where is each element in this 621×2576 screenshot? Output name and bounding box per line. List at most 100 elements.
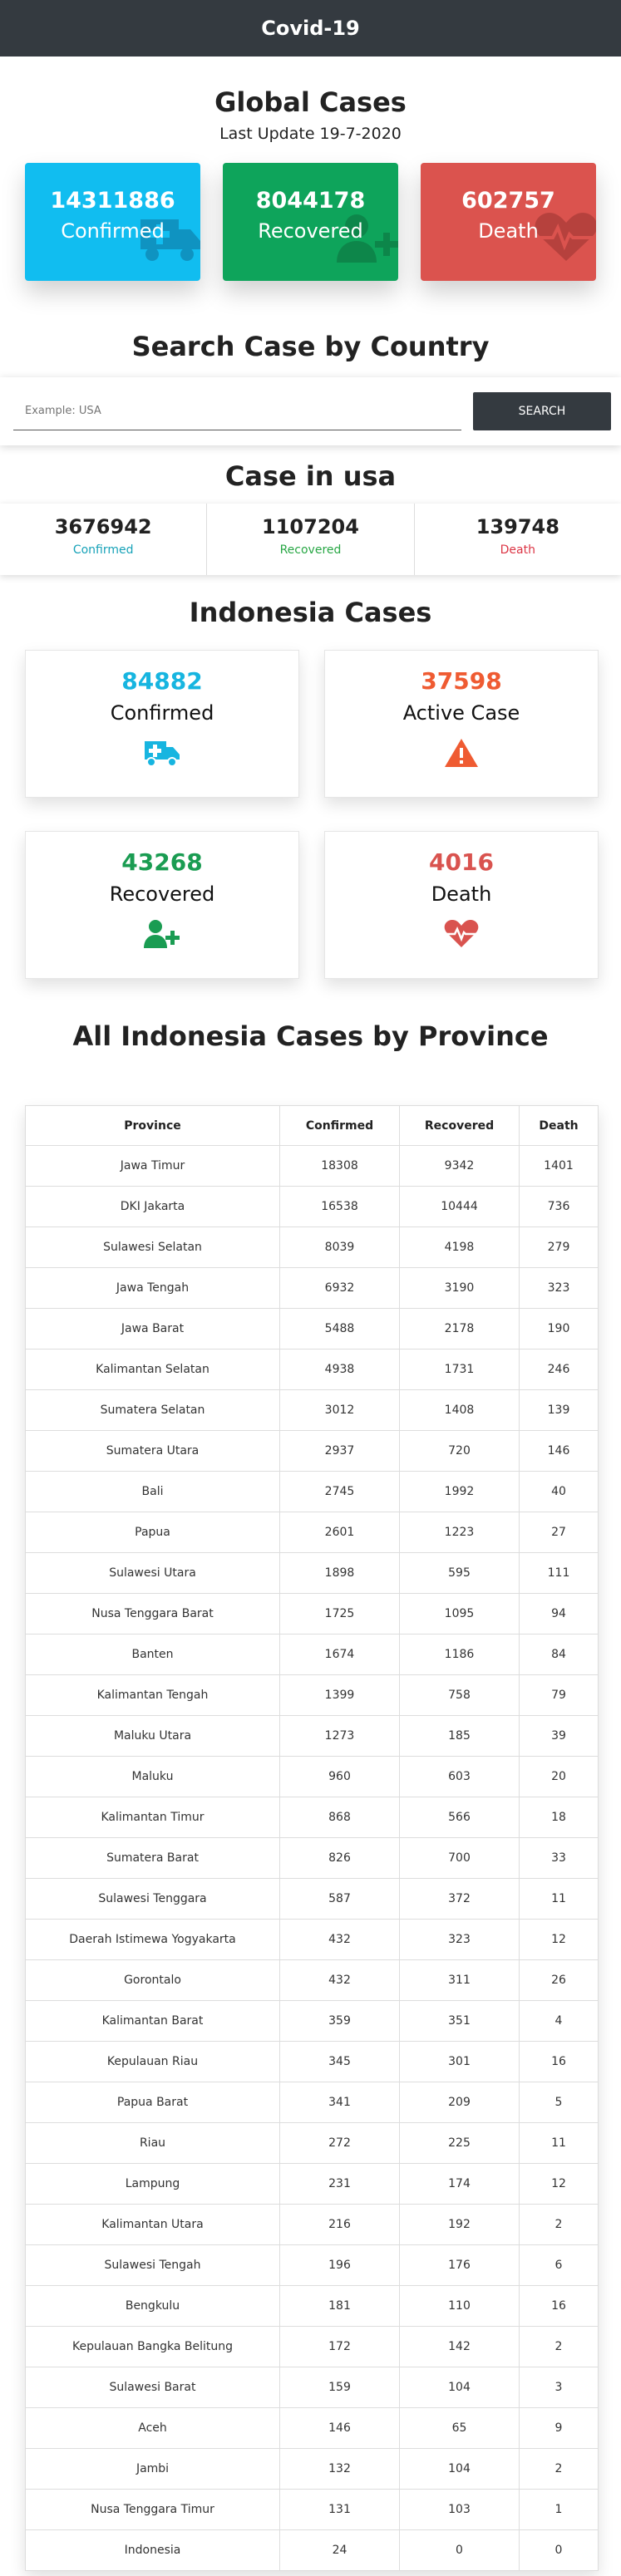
province-cell: Kalimantan Selatan <box>25 1349 280 1390</box>
recovered-cell: 185 <box>399 1715 520 1757</box>
confirmed-cell: 432 <box>279 1959 400 2001</box>
recovered-cell: 225 <box>399 2122 520 2164</box>
search-section: Search Case by Country SEARCH <box>0 331 621 445</box>
indonesia-recovered-value: 43268 <box>121 848 203 876</box>
usa-confirmed-value: 3676942 <box>54 515 152 538</box>
table-row: Kalimantan Timur 868 566 18 <box>25 1797 599 1838</box>
province-cell: Sumatera Utara <box>25 1430 280 1472</box>
table-row: Jawa Tengah 6932 3190 323 <box>25 1267 599 1309</box>
province-cell: Sumatera Selatan <box>25 1389 280 1431</box>
confirmed-cell: 16538 <box>279 1186 400 1227</box>
confirmed-cell: 345 <box>279 2041 400 2082</box>
death-cell: 11 <box>519 1878 599 1920</box>
death-cell: 20 <box>519 1756 599 1797</box>
confirmed-cell: 24 <box>279 2529 400 2571</box>
confirmed-cell: 341 <box>279 2082 400 2123</box>
indonesia-confirmed-value: 84882 <box>121 667 203 695</box>
confirmed-cell: 6932 <box>279 1267 400 1309</box>
table-row: Sumatera Barat 826 700 33 <box>25 1837 599 1879</box>
indonesia-confirmed-card: 84882 Confirmed <box>25 650 299 798</box>
death-cell: 323 <box>519 1267 599 1309</box>
confirmed-cell: 216 <box>279 2204 400 2245</box>
table-row: Papua Barat 341 209 5 <box>25 2082 599 2123</box>
confirmed-cell: 1674 <box>279 1634 400 1675</box>
table-row: Jawa Timur 18308 9342 1401 <box>25 1145 599 1187</box>
death-cell: 11 <box>519 2122 599 2164</box>
table-row: Sulawesi Barat 159 104 3 <box>25 2367 599 2408</box>
table-row: Sulawesi Selatan 8039 4198 279 <box>25 1227 599 1268</box>
province-cell: Jambi <box>25 2448 280 2490</box>
global-recovered-value: 8044178 <box>255 188 366 214</box>
table-row: Riau 272 225 11 <box>25 2122 599 2164</box>
indonesia-section: Indonesia Cases 84882 Confirmed 37598 Ac… <box>0 597 621 979</box>
province-cell: Kepulauan Bangka Belitung <box>25 2326 280 2367</box>
death-cell: 26 <box>519 1959 599 2001</box>
province-cell: Sulawesi Tenggara <box>25 1878 280 1920</box>
usa-confirmed-label: Confirmed <box>72 543 134 557</box>
death-cell: 18 <box>519 1797 599 1838</box>
confirmed-cell: 146 <box>279 2407 400 2449</box>
province-cell: Maluku <box>25 1756 280 1797</box>
province-cell: Kalimantan Tengah <box>25 1674 280 1716</box>
province-section: All Indonesia Cases by Province Province… <box>0 1020 621 2571</box>
confirmed-cell: 2601 <box>279 1512 400 1553</box>
province-cell: Bengkulu <box>25 2285 280 2327</box>
death-cell: 0 <box>519 2529 599 2571</box>
death-cell: 39 <box>519 1715 599 1757</box>
table-row: Maluku 960 603 20 <box>25 1756 599 1797</box>
confirmed-cell: 868 <box>279 1797 400 1838</box>
confirmed-cell: 8039 <box>279 1227 400 1268</box>
app-title: Covid-19 <box>261 17 360 40</box>
recovered-cell: 595 <box>399 1552 520 1594</box>
recovered-cell: 104 <box>399 2367 520 2408</box>
global-confirmed-label: Confirmed <box>61 219 165 243</box>
province-cell: Sulawesi Selatan <box>25 1227 280 1268</box>
search-button[interactable]: SEARCH <box>473 392 611 430</box>
table-row: Daerah Istimewa Yogyakarta 432 323 12 <box>25 1919 599 1960</box>
table-row: Sumatera Selatan 3012 1408 139 <box>25 1389 599 1431</box>
confirmed-cell: 231 <box>279 2163 400 2205</box>
recovered-cell: 758 <box>399 1674 520 1716</box>
confirmed-cell: 826 <box>279 1837 400 1879</box>
death-cell: 12 <box>519 2163 599 2205</box>
recovered-cell: 0 <box>399 2529 520 2571</box>
recovered-cell: 174 <box>399 2163 520 2205</box>
indonesia-death-card: 4016 Death <box>324 831 599 979</box>
table-header-row: Province Confirmed Recovered Death <box>25 1105 599 1146</box>
last-update: Last Update 19-7-2020 <box>219 125 402 143</box>
user-plus-icon <box>26 919 298 949</box>
usa-death-value: 139748 <box>476 515 559 538</box>
province-cell: Nusa Tenggara Timur <box>25 2489 280 2530</box>
usa-confirmed: 3676942 Confirmed <box>0 504 208 575</box>
recovered-cell: 323 <box>399 1919 520 1960</box>
death-cell: 1 <box>519 2489 599 2530</box>
province-cell: Kalimantan Utara <box>25 2204 280 2245</box>
recovered-cell: 3190 <box>399 1267 520 1309</box>
indonesia-confirmed-label: Confirmed <box>110 701 214 725</box>
province-cell: Kalimantan Timur <box>25 1797 280 1838</box>
death-cell: 27 <box>519 1512 599 1553</box>
table-row: Jambi 132 104 2 <box>25 2448 599 2490</box>
indonesia-title: Indonesia Cases <box>189 597 432 628</box>
usa-recovered-value: 1107204 <box>262 515 359 538</box>
province-cell: Sulawesi Barat <box>25 2367 280 2408</box>
table-row: Kalimantan Utara 216 192 2 <box>25 2204 599 2245</box>
header-province: Province <box>25 1105 280 1146</box>
indonesia-death-value: 4016 <box>429 848 494 876</box>
confirmed-cell: 2937 <box>279 1430 400 1472</box>
confirmed-cell: 359 <box>279 2000 400 2042</box>
province-cell: Bali <box>25 1471 280 1512</box>
indonesia-cards: 84882 Confirmed 37598 Active Case 43268 … <box>0 650 621 979</box>
death-cell: 33 <box>519 1837 599 1879</box>
province-cell: Kepulauan Riau <box>25 2041 280 2082</box>
death-cell: 79 <box>519 1674 599 1716</box>
usa-title: Case in usa <box>224 460 397 492</box>
death-cell: 2 <box>519 2448 599 2490</box>
table-row: Gorontalo 432 311 26 <box>25 1959 599 2001</box>
heartbeat-icon <box>325 919 598 949</box>
province-cell: Gorontalo <box>25 1959 280 2001</box>
recovered-cell: 103 <box>399 2489 520 2530</box>
table-row: Aceh 146 65 9 <box>25 2407 599 2449</box>
recovered-cell: 176 <box>399 2244 520 2286</box>
country-search-input[interactable] <box>13 392 461 430</box>
